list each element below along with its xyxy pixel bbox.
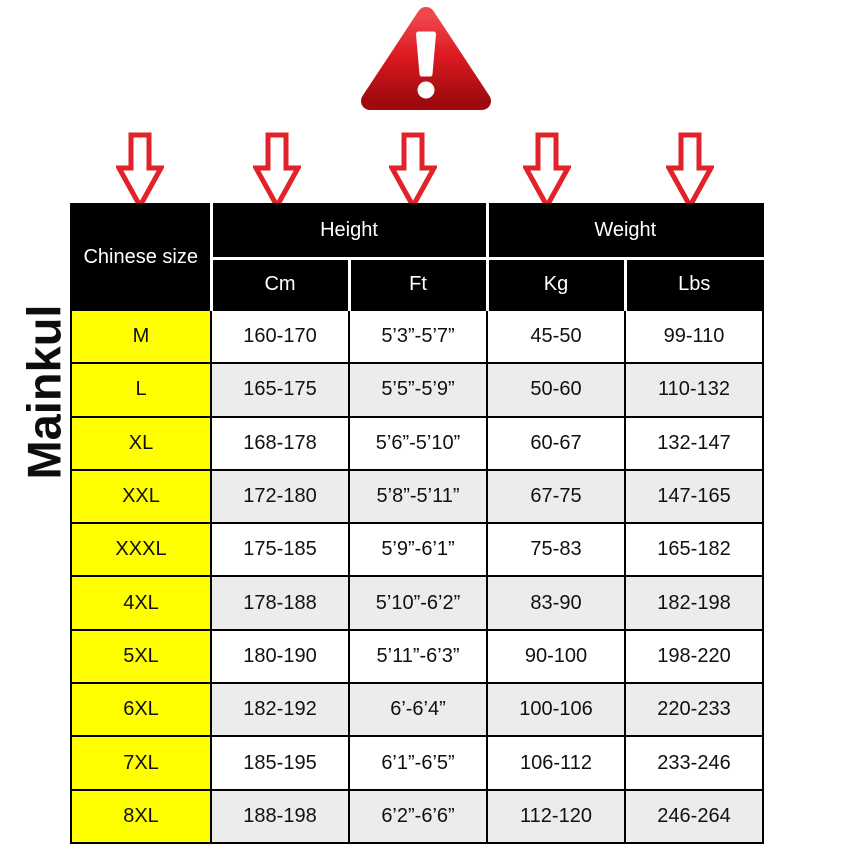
weight-kg-value: 112-120 (486, 788, 626, 845)
height-ft-value: 6’2”-6’6” (348, 788, 488, 845)
weight-lbs-value: 99-110 (623, 308, 765, 365)
height-ft-value: 5’10”-6’2” (348, 575, 488, 631)
weight-lbs-value: 132-147 (623, 415, 765, 471)
table-row: L 165-175 5’5”-5’9” 50-60 110-132 (70, 362, 765, 418)
table-row: M 160-170 5’3”-5’7” 45-50 99-110 (70, 308, 765, 365)
warning-triangle-icon (356, 0, 496, 122)
weight-kg-value: 60-67 (486, 415, 626, 471)
size-value: 4XL (70, 575, 212, 631)
height-cm-value: 165-175 (210, 362, 350, 418)
table-row: 4XL 178-188 5’10”-6’2” 83-90 182-198 (70, 575, 765, 631)
header-chinese-size: Chinese size (70, 203, 213, 310)
weight-kg-value: 83-90 (486, 575, 626, 631)
size-value: M (70, 308, 212, 365)
weight-lbs-value: 147-165 (623, 468, 765, 525)
size-value: 5XL (70, 628, 212, 685)
header-kg: Kg (485, 256, 627, 310)
size-value: XXL (70, 468, 212, 525)
weight-kg-value: 67-75 (486, 468, 626, 525)
weight-lbs-value: 110-132 (623, 362, 765, 418)
table-row: XL 168-178 5’6”-5’10” 60-67 132-147 (70, 415, 765, 471)
height-cm-value: 185-195 (210, 735, 350, 791)
header-cm: Cm (209, 256, 351, 310)
weight-lbs-value: 246-264 (623, 788, 765, 845)
height-cm-value: 178-188 (210, 575, 350, 631)
down-arrow-icon (521, 131, 573, 212)
height-cm-value: 172-180 (210, 468, 350, 525)
table-header: Chinese size Height Weight Cm Ft Kg Lbs (70, 203, 765, 310)
weight-kg-value: 75-83 (486, 522, 626, 578)
header-group-height: Height (209, 203, 489, 260)
weight-kg-value: 100-106 (486, 682, 626, 738)
weight-kg-value: 45-50 (486, 308, 626, 365)
weight-lbs-value: 182-198 (623, 575, 765, 631)
table-row: XXL 172-180 5’8”-5’11” 67-75 147-165 (70, 468, 765, 525)
header-ft: Ft (347, 256, 489, 310)
height-ft-value: 5’5”-5’9” (348, 362, 488, 418)
height-ft-value: 6’1”-6’5” (348, 735, 488, 791)
down-arrow-icon (387, 131, 439, 212)
height-ft-value: 6’-6’4” (348, 682, 488, 738)
height-cm-value: 168-178 (210, 415, 350, 471)
table-row: 6XL 182-192 6’-6’4” 100-106 220-233 (70, 682, 765, 738)
weight-kg-value: 50-60 (486, 362, 626, 418)
table-row: 8XL 188-198 6’2”-6’6” 112-120 246-264 (70, 788, 765, 845)
header-group-weight: Weight (485, 203, 765, 260)
size-value: XL (70, 415, 212, 471)
table-row: XXXL 175-185 5’9”-6’1” 75-83 165-182 (70, 522, 765, 578)
height-cm-value: 188-198 (210, 788, 350, 845)
weight-lbs-value: 233-246 (623, 735, 765, 791)
weight-kg-value: 106-112 (486, 735, 626, 791)
weight-lbs-value: 198-220 (623, 628, 765, 685)
table-row: 5XL 180-190 5’11”-6’3” 90-100 198-220 (70, 628, 765, 685)
size-value: 8XL (70, 788, 212, 845)
height-ft-value: 5’11”-6’3” (348, 628, 488, 685)
down-arrow-icon (114, 131, 166, 212)
height-ft-value: 5’6”-5’10” (348, 415, 488, 471)
weight-lbs-value: 165-182 (623, 522, 765, 578)
weight-kg-value: 90-100 (486, 628, 626, 685)
brand-vertical-label: Mainkul (17, 304, 71, 480)
height-ft-value: 5’9”-6’1” (348, 522, 488, 578)
size-chart-table: Chinese size Height Weight Cm Ft Kg Lbs … (70, 203, 765, 845)
height-ft-value: 5’8”-5’11” (348, 468, 488, 525)
weight-lbs-value: 220-233 (623, 682, 765, 738)
down-arrow-icon (664, 131, 716, 212)
down-arrow-icon (251, 131, 303, 212)
height-cm-value: 175-185 (210, 522, 350, 578)
size-value: XXXL (70, 522, 212, 578)
height-cm-value: 180-190 (210, 628, 350, 685)
table-row: 7XL 185-195 6’1”-6’5” 106-112 233-246 (70, 735, 765, 791)
height-cm-value: 182-192 (210, 682, 350, 738)
height-ft-value: 5’3”-5’7” (348, 308, 488, 365)
size-value: L (70, 362, 212, 418)
size-value: 7XL (70, 735, 212, 791)
height-cm-value: 160-170 (210, 308, 350, 365)
size-value: 6XL (70, 682, 212, 738)
header-lbs: Lbs (623, 256, 765, 310)
